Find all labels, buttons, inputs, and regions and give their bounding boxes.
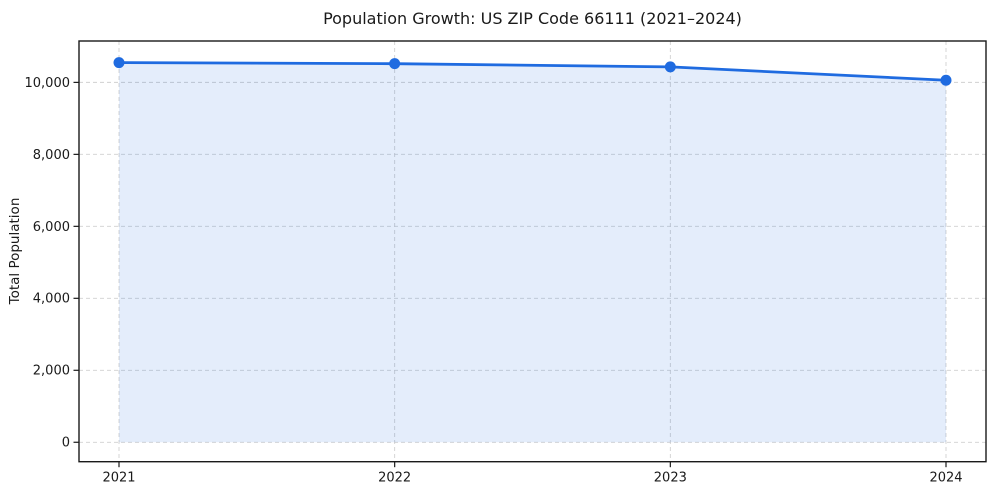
- data-point: [940, 74, 952, 86]
- area-fill: [119, 62, 946, 443]
- y-tick-label: 10,000: [25, 76, 71, 91]
- y-tick-label: 0: [62, 436, 70, 451]
- data-point: [664, 61, 676, 73]
- data-point: [113, 57, 125, 69]
- chart-title: Population Growth: US ZIP Code 66111 (20…: [323, 9, 742, 28]
- y-tick-label: 8,000: [33, 148, 70, 163]
- x-tick-label: 2024: [929, 471, 962, 486]
- y-tick-label: 2,000: [33, 364, 70, 379]
- data-point: [389, 58, 401, 70]
- x-tick-label: 2022: [378, 471, 411, 486]
- y-tick-label: 4,000: [33, 292, 70, 307]
- plot-border: [78, 40, 987, 463]
- x-tick-label: 2021: [102, 471, 135, 486]
- trend-line: [117, 61, 948, 82]
- x-tick-label: 2023: [654, 471, 687, 486]
- y-tick-label: 6,000: [33, 220, 70, 235]
